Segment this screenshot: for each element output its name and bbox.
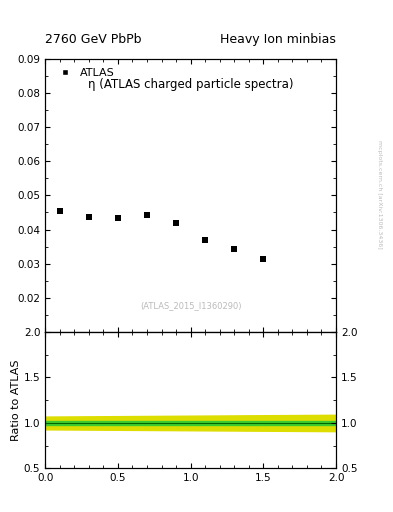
Text: mcplots.cern.ch [arXiv:1306.3436]: mcplots.cern.ch [arXiv:1306.3436] xyxy=(377,140,382,249)
Text: (ATLAS_2015_I1360290): (ATLAS_2015_I1360290) xyxy=(140,301,241,310)
Text: Heavy Ion minbias: Heavy Ion minbias xyxy=(220,33,336,46)
Y-axis label: Ratio to ATLAS: Ratio to ATLAS xyxy=(11,359,21,441)
Text: 2760 GeV PbPb: 2760 GeV PbPb xyxy=(45,33,142,46)
Text: η (ATLAS charged particle spectra): η (ATLAS charged particle spectra) xyxy=(88,78,293,91)
Legend: ATLAS: ATLAS xyxy=(51,65,118,81)
